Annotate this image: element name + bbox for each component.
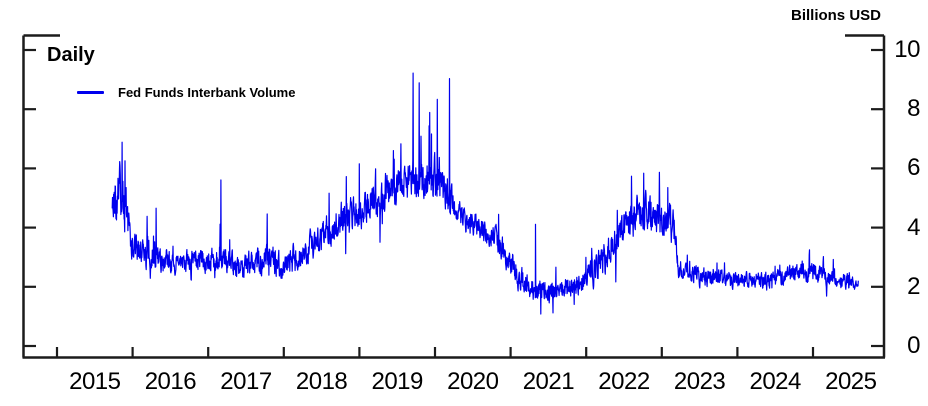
y-tick-label: 4 (907, 213, 920, 241)
x-tick-label: 2020 (447, 368, 499, 395)
x-tick-label: 2023 (673, 368, 726, 395)
unit-label: Billions USD (790, 7, 881, 24)
legend-series-label: Fed Funds Interbank Volume (118, 85, 296, 100)
y-tick-label: 8 (907, 95, 920, 123)
y-tick-label: 10 (894, 36, 920, 63)
x-tick-label: 2017 (220, 368, 272, 395)
legend: Fed Funds Interbank Volume (77, 85, 295, 100)
x-tick-label: 2016 (144, 368, 197, 395)
y-tick-label: 6 (907, 154, 920, 182)
y-tick-label: 2 (907, 272, 920, 300)
x-tick-label: 2015 (69, 368, 121, 395)
x-tick-label: 2024 (749, 368, 801, 395)
legend-line-swatch (77, 91, 104, 94)
x-tick-label: 2018 (295, 368, 348, 395)
x-tick-label: 2025 (825, 368, 877, 395)
x-tick-label: 2019 (371, 368, 423, 395)
y-tick-label: 0 (907, 332, 920, 359)
x-tick-label: 2021 (522, 368, 575, 395)
x-tick-label: 2022 (598, 368, 650, 395)
fed-funds-volume-line (111, 72, 859, 315)
frequency-label: Daily (47, 44, 95, 66)
